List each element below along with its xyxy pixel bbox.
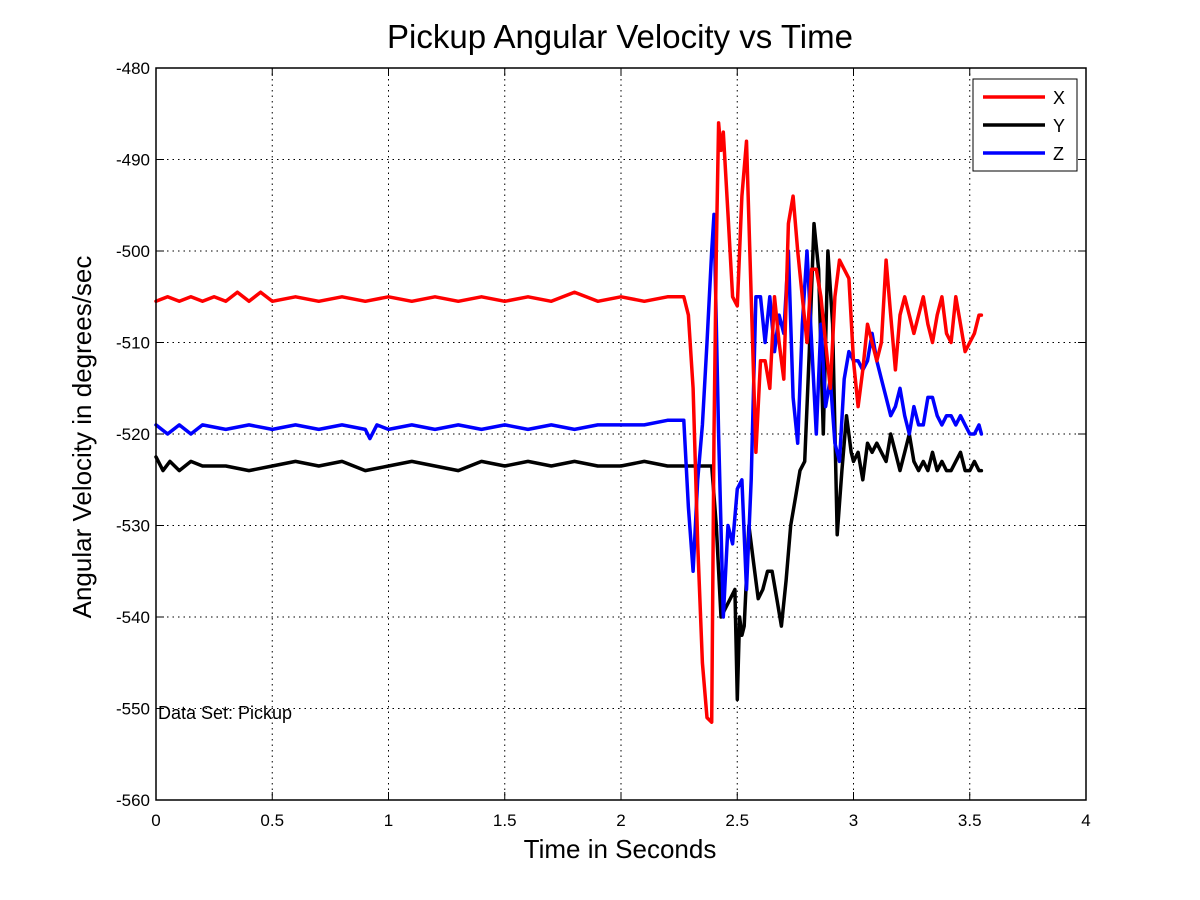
series-line-x <box>154 121 984 724</box>
x-tick-label: 3.5 <box>958 811 982 830</box>
series-line-y <box>154 221 984 702</box>
legend-label-y: Y <box>1053 116 1065 136</box>
y-tick-label: -510 <box>116 334 150 353</box>
legend-label-z: Z <box>1053 144 1064 164</box>
y-tick-label: -520 <box>116 425 150 444</box>
series-line-z <box>154 212 984 619</box>
y-tick-label: -540 <box>116 608 150 627</box>
chart-title: Pickup Angular Velocity vs Time <box>387 18 853 55</box>
x-tick-label: 3 <box>849 811 858 830</box>
x-axis-label: Time in Seconds <box>524 834 717 864</box>
y-tick-label: -480 <box>116 59 150 78</box>
legend: XYZ <box>972 78 1078 172</box>
y-tick-label: -490 <box>116 151 150 170</box>
x-tick-label: 2.5 <box>725 811 749 830</box>
series-lines <box>154 121 984 724</box>
y-tick-label: -550 <box>116 700 150 719</box>
y-tick-label: -560 <box>116 791 150 810</box>
dataset-annotation: Data Set: Pickup <box>158 703 292 723</box>
x-tick-label: 4 <box>1081 811 1090 830</box>
y-tick-label: -530 <box>116 517 150 536</box>
y-tick-label: -500 <box>116 242 150 261</box>
axis-ticks: 0 0.5 1 1.5 2 2.5 3 3.5 4 -480 -490 -500 -510 -520 -53… <box>116 59 1091 830</box>
y-axis-label: Angular Velocity in degrees/sec <box>67 256 97 619</box>
x-tick-label: 0 <box>151 811 160 830</box>
x-tick-label: 1.5 <box>493 811 517 830</box>
x-tick-label: 2 <box>616 811 625 830</box>
x-tick-label: 0.5 <box>260 811 284 830</box>
legend-label-x: X <box>1053 88 1065 108</box>
grid <box>156 68 1086 800</box>
x-tick-label: 1 <box>384 811 393 830</box>
